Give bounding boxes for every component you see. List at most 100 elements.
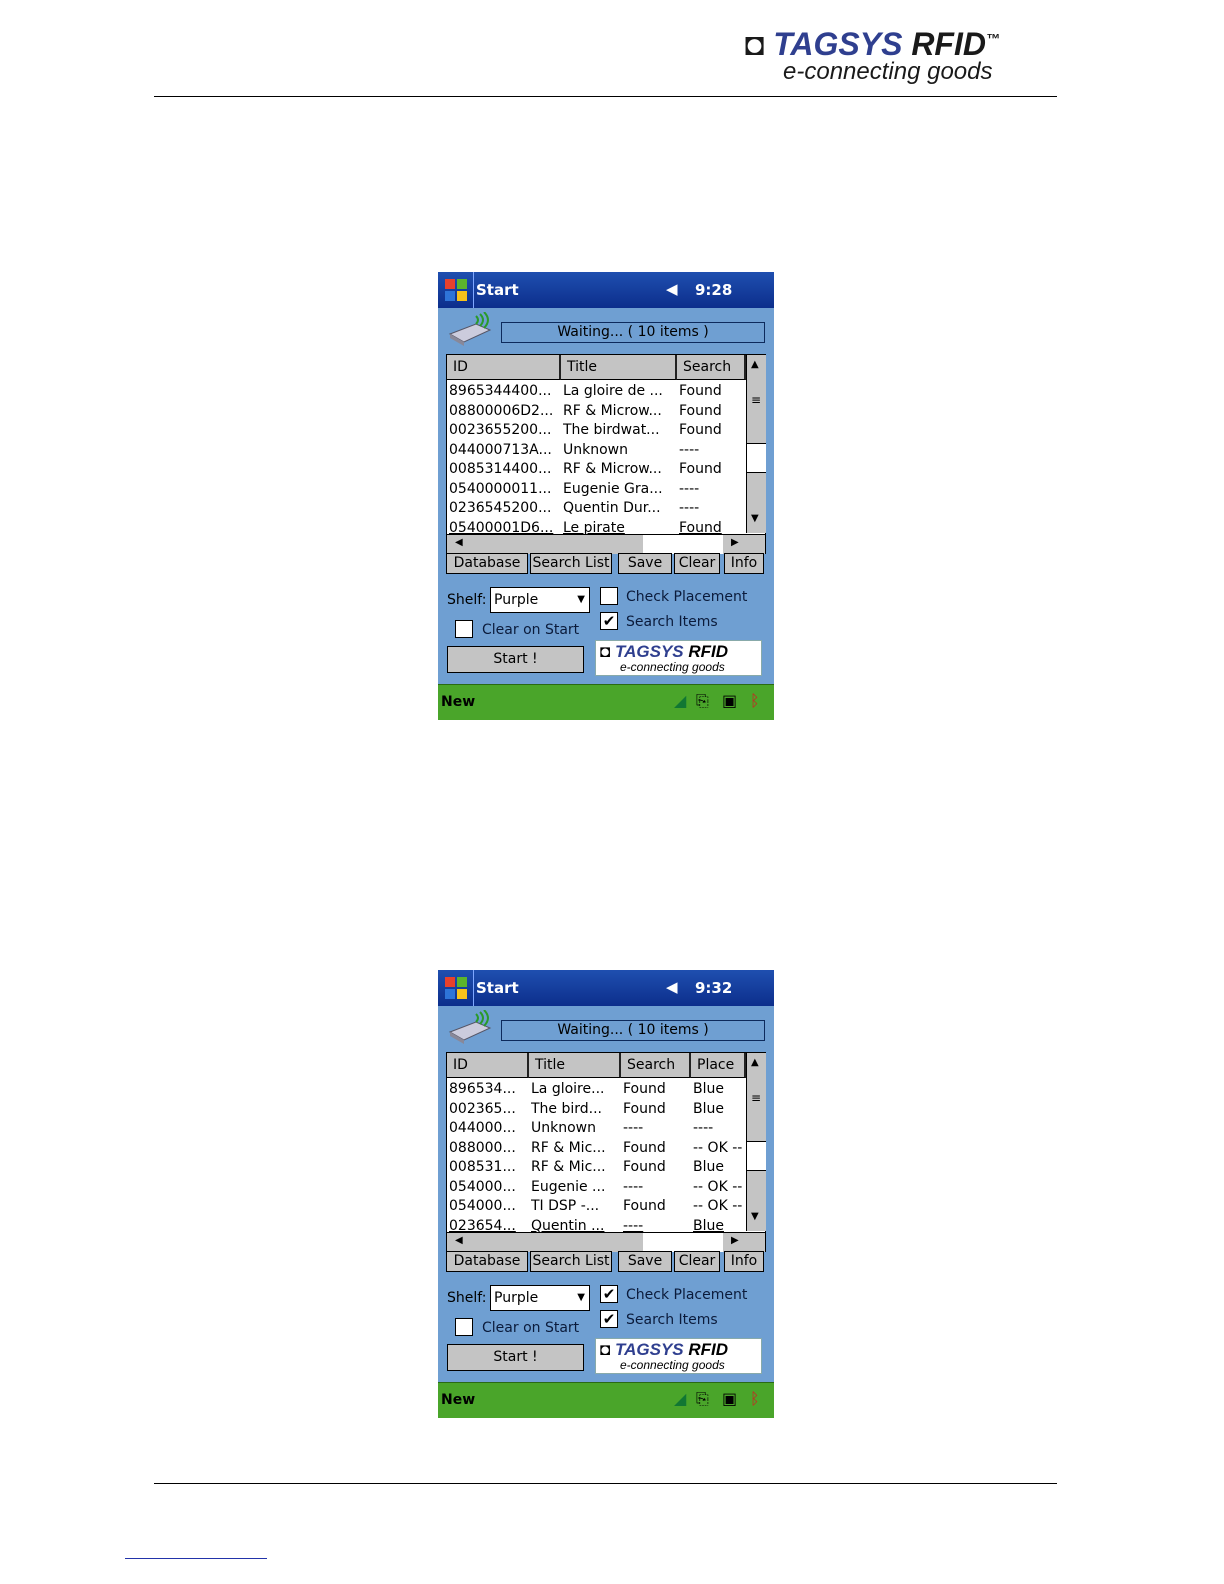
scroll-down-icon[interactable]: ▼ (751, 1211, 759, 1222)
table-cell[interactable]: Found (679, 422, 722, 438)
new-menu-button[interactable]: New (441, 1392, 476, 1408)
check-placement-checkbox[interactable]: ✔ (600, 1285, 618, 1303)
signal-icon[interactable]: ◢ (674, 1389, 687, 1408)
table-cell[interactable]: La gloire de ... (563, 383, 663, 399)
table-cell[interactable]: 08800006D2... (449, 402, 554, 419)
table-cell[interactable]: Found (623, 1198, 666, 1214)
camera-icon[interactable]: ▣ (722, 691, 738, 710)
scroll-thumb[interactable] (747, 443, 766, 473)
column-header-id[interactable]: ID (447, 355, 561, 380)
table-cell[interactable]: ---- (679, 480, 700, 497)
scroll-up-icon[interactable]: ▲ (751, 1057, 759, 1068)
tab-info[interactable]: Info (724, 1251, 764, 1272)
shelf-select[interactable]: Purple ▼ (490, 587, 590, 613)
table-cell[interactable]: Le pirate (563, 519, 625, 536)
table-cell[interactable]: Quentin ... (531, 1217, 605, 1234)
table-cell[interactable]: The bird... (531, 1100, 603, 1117)
table-cell[interactable]: -- OK -- (693, 1178, 743, 1195)
table-cell[interactable]: -- OK -- (693, 1139, 743, 1156)
table-cell[interactable]: 0085314400... (449, 461, 552, 477)
windows-start-icon[interactable] (442, 276, 470, 304)
tab-search-list[interactable]: Search List (530, 553, 612, 574)
table-cell[interactable]: 8965344400... (449, 383, 552, 399)
windows-start-icon[interactable] (442, 974, 470, 1002)
tab-database[interactable]: Database (446, 1251, 528, 1272)
check-placement-label[interactable]: Check Placement (626, 589, 748, 605)
scroll-down-icon[interactable]: ▼ (751, 513, 759, 524)
table-cell[interactable]: Found (623, 1100, 666, 1117)
table-cell[interactable]: ---- (623, 1178, 644, 1195)
check-placement-label[interactable]: Check Placement (626, 1287, 748, 1303)
tab-database[interactable]: Database (446, 553, 528, 574)
signal-icon[interactable]: ◢ (674, 691, 687, 710)
tab-info[interactable]: Info (724, 553, 764, 574)
table-cell[interactable]: Found (679, 383, 722, 399)
bluetooth-off-icon[interactable]: ᛒ (750, 691, 760, 710)
bluetooth-off-icon[interactable]: ᛒ (750, 1389, 760, 1408)
table-cell[interactable]: Found (679, 519, 722, 536)
table-cell[interactable]: Eugenie ... (531, 1178, 606, 1195)
table-cell[interactable]: La gloire... (531, 1081, 605, 1097)
table-cell[interactable]: Found (679, 402, 722, 419)
table-cell[interactable]: TI DSP -... (531, 1198, 600, 1214)
column-header-title[interactable]: Title (561, 355, 677, 380)
table-cell[interactable]: ---- (679, 441, 700, 458)
table-cell[interactable]: The birdwat... (563, 422, 660, 438)
clear-on-start-checkbox[interactable] (455, 1318, 473, 1336)
search-items-checkbox[interactable]: ✔ (600, 612, 618, 630)
scroll-left-icon[interactable]: ◀ (455, 1235, 463, 1246)
connectivity-icon[interactable]: ⎘ (696, 1389, 709, 1408)
column-header-id[interactable]: ID (447, 1053, 529, 1078)
start-button[interactable]: Start ! (447, 1344, 584, 1371)
column-header-title[interactable]: Title (529, 1053, 621, 1078)
table-cell[interactable]: 044000... (449, 1120, 516, 1136)
footer-link-underline[interactable] (125, 1558, 267, 1559)
table-cell[interactable]: -- OK -- (693, 1198, 743, 1214)
table-cell[interactable]: 088000... (449, 1139, 516, 1156)
table-cell[interactable]: 0023655200... (449, 422, 552, 438)
horizontal-scrollbar[interactable]: ◀ ▶ (447, 534, 765, 554)
clear-on-start-label[interactable]: Clear on Start (482, 622, 580, 638)
tab-clear[interactable]: Clear (674, 1251, 720, 1272)
speaker-icon[interactable]: ◀ (666, 978, 678, 996)
table-cell[interactable]: 896534... (449, 1081, 516, 1097)
chevron-down-icon[interactable]: ▼ (577, 1292, 585, 1303)
table-cell[interactable]: RF & Microw... (563, 402, 662, 419)
table-cell[interactable]: Blue (693, 1100, 724, 1117)
connectivity-icon[interactable]: ⎘ (696, 691, 709, 710)
chevron-down-icon[interactable]: ▼ (577, 594, 585, 605)
search-items-label[interactable]: Search Items (626, 614, 718, 630)
search-items-label[interactable]: Search Items (626, 1312, 718, 1328)
table-cell[interactable]: Found (623, 1159, 666, 1175)
camera-icon[interactable]: ▣ (722, 1389, 738, 1408)
table-cell[interactable]: Found (679, 461, 722, 477)
table-cell[interactable]: ---- (623, 1120, 644, 1136)
table-cell[interactable]: ---- (679, 500, 700, 516)
column-header-place[interactable]: Place (691, 1053, 746, 1078)
tab-save[interactable]: Save (618, 1251, 672, 1272)
shelf-select[interactable]: Purple ▼ (490, 1285, 590, 1311)
scroll-right-icon[interactable]: ▶ (731, 1235, 739, 1246)
table-cell[interactable]: 002365... (449, 1100, 516, 1117)
hscroll-track[interactable] (643, 1233, 723, 1252)
items-table[interactable]: ID Title Search 8965344400... La gloire de .… (446, 354, 766, 554)
hscroll-track[interactable] (643, 535, 723, 554)
table-cell[interactable]: Blue (693, 1217, 724, 1234)
tab-save[interactable]: Save (618, 553, 672, 574)
table-cell[interactable]: 054000... (449, 1178, 516, 1195)
table-cell[interactable]: 0236545200... (449, 500, 552, 516)
table-cell[interactable]: Unknown (531, 1120, 596, 1136)
scroll-right-icon[interactable]: ▶ (731, 537, 739, 548)
search-items-checkbox[interactable]: ✔ (600, 1310, 618, 1328)
speaker-icon[interactable]: ◀ (666, 280, 678, 298)
horizontal-scrollbar[interactable]: ◀ ▶ (447, 1232, 765, 1252)
table-cell[interactable]: Quentin Dur... (563, 500, 661, 516)
table-cell[interactable]: 044000713A... (449, 441, 552, 458)
table-cell[interactable]: 054000... (449, 1198, 516, 1214)
scroll-thumb[interactable] (747, 1141, 766, 1171)
column-header-search[interactable]: Search (677, 355, 746, 380)
table-cell[interactable]: RF & Mic... (531, 1139, 606, 1156)
table-cell[interactable]: Eugenie Gra... (563, 480, 663, 497)
vertical-scrollbar[interactable]: ▲ ≡ ▼ (746, 355, 766, 533)
table-cell[interactable]: Found (623, 1081, 666, 1097)
